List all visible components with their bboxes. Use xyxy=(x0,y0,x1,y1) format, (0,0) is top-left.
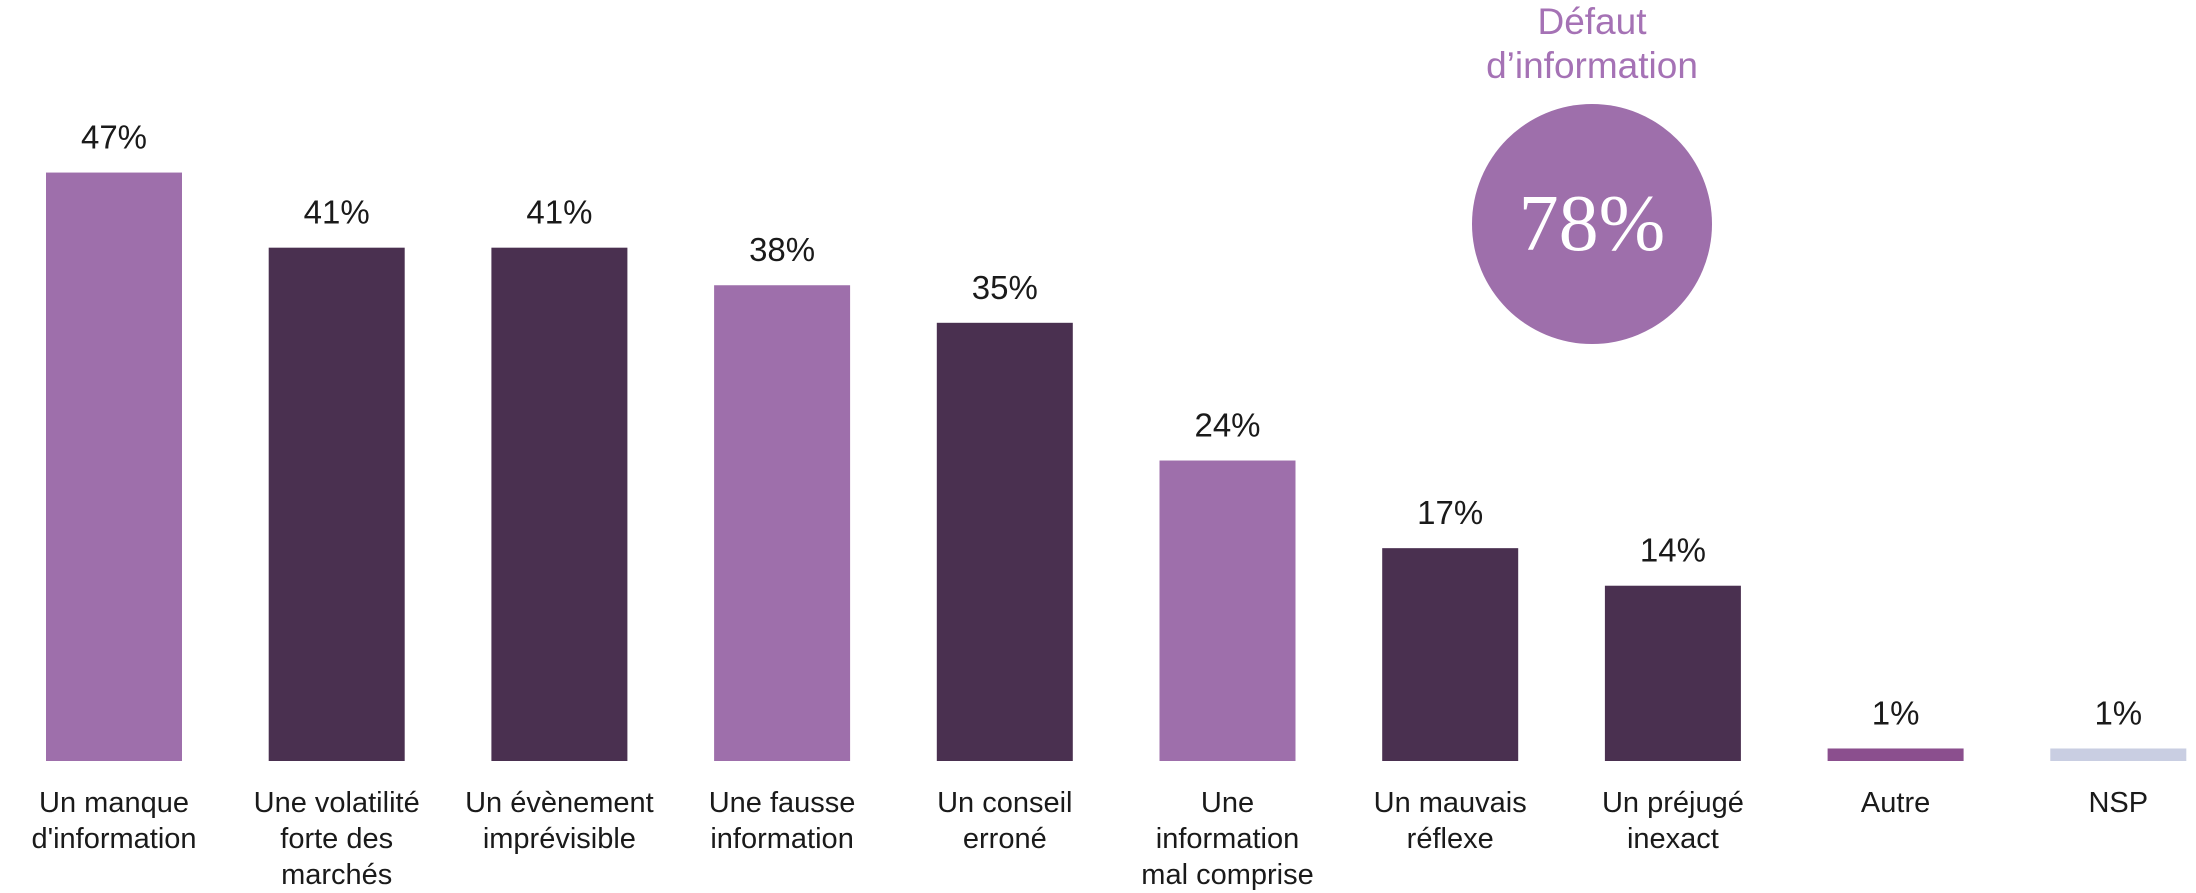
highlight-value: 78% xyxy=(1519,180,1666,268)
category-label: Un conseil erroné xyxy=(937,787,1073,855)
category-label: Autre xyxy=(1860,787,1931,819)
category-label: Un préjugé inexact xyxy=(1601,787,1744,855)
category-label: NSP xyxy=(2088,787,2149,819)
category-label: Une volatilité forte des marchés xyxy=(253,787,420,891)
value-label: 1% xyxy=(2094,694,2142,731)
value-label: 14% xyxy=(1640,532,1706,569)
category-label: Un mauvais réflexe xyxy=(1373,787,1527,855)
bar xyxy=(46,172,182,761)
bar xyxy=(2050,748,2187,761)
category-label: Un manque d'information xyxy=(31,787,197,855)
value-label: 1% xyxy=(1872,694,1920,731)
value-label: 35% xyxy=(972,269,1038,306)
value-label: 41% xyxy=(526,194,592,231)
category-label: Une fausse information xyxy=(708,787,856,855)
value-label: 47% xyxy=(81,119,147,156)
highlight-title-line: d’information xyxy=(1486,45,1698,86)
highlight-title-line: Défaut xyxy=(1537,1,1647,42)
category-label: Un évènement imprévisible xyxy=(465,787,654,855)
value-label: 17% xyxy=(1417,494,1483,531)
highlight-title: Défaut d’information xyxy=(1392,0,1792,88)
bar xyxy=(1604,585,1741,761)
bar xyxy=(491,247,628,761)
value-label: 24% xyxy=(1194,407,1260,444)
bar xyxy=(1159,460,1296,761)
bar xyxy=(268,247,405,761)
value-label: 41% xyxy=(304,194,370,231)
bar xyxy=(714,285,851,761)
bar xyxy=(1827,748,1964,761)
category-label: Une information mal comprise xyxy=(1141,787,1314,891)
highlight-circle xyxy=(1472,104,1712,344)
bar xyxy=(936,322,1073,761)
bar xyxy=(1382,548,1519,761)
value-label: 38% xyxy=(749,231,815,268)
